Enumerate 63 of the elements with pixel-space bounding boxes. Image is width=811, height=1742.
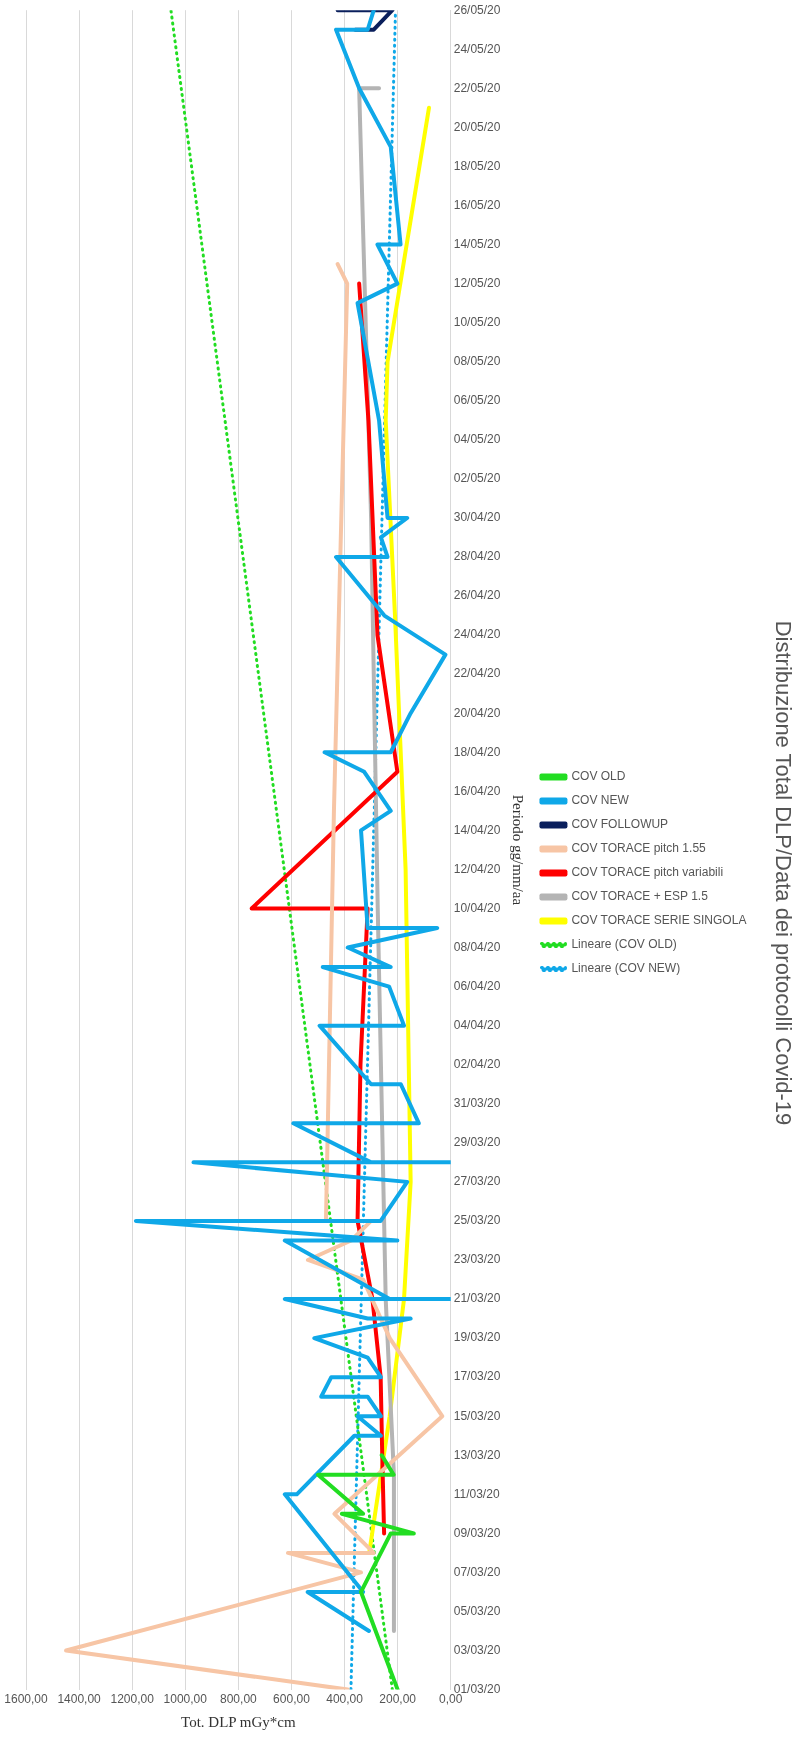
x-tick-label: 200,00 (379, 1692, 417, 1707)
legend-label: Lineare (COV OLD) (571, 937, 677, 952)
x-tick-label: 1400,00 (57, 1692, 102, 1707)
legend-label: COV TORACE SERIE SINGOLA (571, 913, 747, 928)
y-tick-label: 18/05/20 (453, 158, 501, 173)
y-tick-label: 14/05/20 (453, 236, 501, 251)
y-tick-label: 14/04/20 (453, 822, 501, 837)
y-tick-label: 10/05/20 (453, 314, 501, 329)
x-tick-label: 800,00 (220, 1692, 258, 1707)
y-tick-label: 24/04/20 (453, 627, 501, 642)
legend-label: COV NEW (571, 793, 630, 808)
legend-label: COV FOLLOWUP (571, 817, 669, 832)
y-tick-label: 31/03/20 (453, 1096, 501, 1111)
legend-label: COV OLD (571, 769, 626, 784)
y-tick-label: 15/03/20 (453, 1408, 501, 1423)
y-tick-label: 12/04/20 (453, 861, 501, 876)
y-tick-label: 09/03/20 (453, 1525, 501, 1540)
x-tick-label: 1000,00 (163, 1692, 208, 1707)
y-tick-label: 27/03/20 (453, 1174, 501, 1189)
y-tick-label: 23/03/20 (453, 1252, 501, 1267)
y-tick-label: 26/04/20 (453, 588, 501, 603)
y-tick-label: 20/04/20 (453, 705, 501, 720)
y-tick-label: 16/05/20 (453, 197, 501, 212)
y-tick-label: 06/05/20 (453, 393, 501, 408)
y-tick-label: 06/04/20 (453, 978, 501, 993)
legend-label: Lineare (COV NEW) (571, 961, 681, 976)
y-tick-label: 12/05/20 (453, 275, 501, 290)
y-tick-label: 17/03/20 (453, 1369, 501, 1384)
x-axis-title: Tot. DLP mGy*cm (181, 1713, 297, 1730)
y-tick-label: 29/03/20 (453, 1135, 501, 1150)
y-tick-label: 07/03/20 (453, 1564, 501, 1579)
y-tick-label: 30/04/20 (453, 510, 501, 525)
x-tick-label: 1600,00 (4, 1692, 49, 1707)
y-tick-label: 04/04/20 (453, 1017, 501, 1032)
y-tick-label: 05/03/20 (453, 1603, 501, 1618)
y-tick-label: 04/05/20 (453, 432, 501, 447)
legend-label: COV TORACE pitch 1.55 (571, 841, 707, 856)
y-tick-label: 13/03/20 (453, 1447, 501, 1462)
x-tick-label: 400,00 (326, 1692, 364, 1707)
y-tick-label: 24/05/20 (453, 41, 501, 56)
legend-label: COV TORACE pitch variabili (571, 865, 724, 880)
text: Distribuzione Total DLP/Data dei protocolli Covid-19 (770, 620, 796, 1126)
y-tick-label: 21/03/20 (453, 1291, 501, 1306)
y-tick-label: 22/05/20 (453, 80, 501, 95)
y-tick-label: 10/04/20 (453, 900, 501, 915)
x-tick-label: 600,00 (273, 1692, 311, 1707)
y-tick-label: 26/05/20 (453, 2, 501, 17)
x-tick-label: 1200,00 (110, 1692, 155, 1707)
y-tick-label: 03/03/20 (453, 1642, 501, 1657)
y-tick-label: 11/03/20 (453, 1486, 500, 1501)
y-tick-label: 22/04/20 (453, 666, 501, 681)
y-tick-label: 02/05/20 (453, 471, 501, 486)
y-tick-label: 08/04/20 (453, 939, 501, 954)
y-tick-label: 28/04/20 (453, 549, 501, 564)
y-tick-label: 25/03/20 (453, 1213, 501, 1228)
y-tick-label: 02/04/20 (453, 1057, 501, 1072)
y-tick-label: 18/04/20 (453, 744, 501, 759)
y-tick-label: 20/05/20 (453, 119, 501, 134)
y-tick-label: 08/05/20 (453, 354, 501, 369)
y-tick-label: 19/03/20 (453, 1330, 501, 1345)
legend-label: COV TORACE + ESP 1.5 (571, 889, 709, 904)
y-tick-label: 16/04/20 (453, 783, 501, 798)
y-axis-title: Periodo gg/mm/aa (509, 794, 526, 906)
